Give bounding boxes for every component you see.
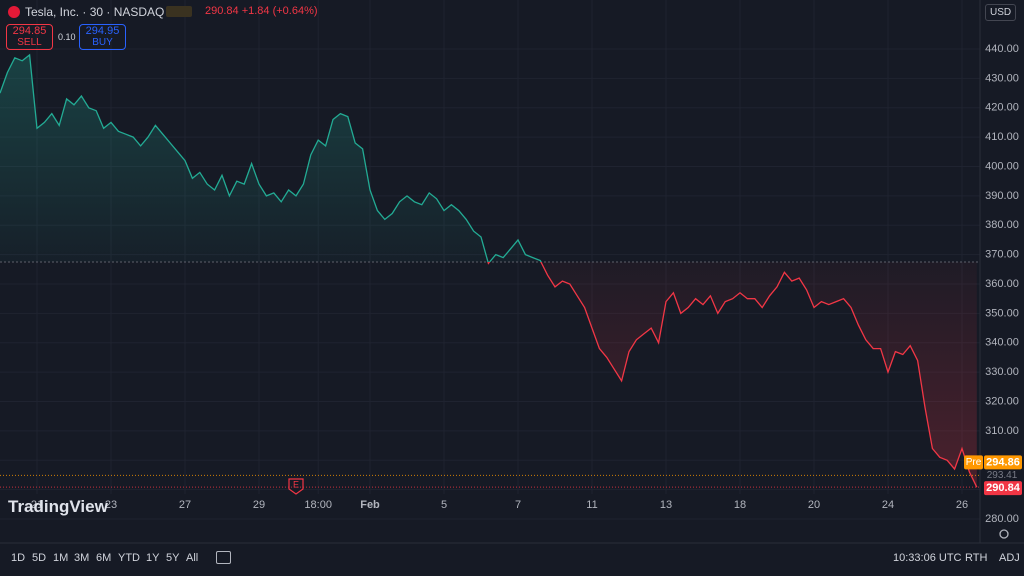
y-tick-label: 390.00 — [985, 190, 1019, 202]
range-button[interactable]: 5Y — [166, 552, 180, 564]
gear[interactable] — [999, 529, 1009, 539]
x-tick-label: 18:00 — [304, 499, 332, 511]
y-tick-label: 430.00 — [985, 72, 1019, 84]
event-badge[interactable] — [288, 478, 304, 495]
y-tick-label: 330.00 — [985, 366, 1019, 378]
sell-label[interactable]: SELL — [17, 37, 42, 48]
session-tag-box — [964, 455, 983, 470]
session-tag: Pre — [966, 457, 982, 468]
event-label[interactable]: E — [293, 479, 299, 489]
range-button[interactable]: 5D — [32, 552, 47, 564]
range-button[interactable]: 1Y — [146, 552, 160, 564]
sell-button[interactable]: 294.85 SELL — [6, 24, 53, 50]
y-tick-label: 320.00 — [985, 395, 1019, 407]
quote: 290.84 +1.84 (+0.64%) — [205, 5, 318, 17]
baseline-area — [0, 54, 977, 488]
x-tick-label: 13 — [660, 499, 672, 511]
price-line — [0, 53, 978, 488]
range-button[interactable]: YTD — [118, 552, 140, 564]
price-label-box — [984, 455, 1022, 470]
spread: 0.10 — [58, 32, 76, 42]
currency-button[interactable]: USD — [985, 4, 1017, 21]
date-range-icon[interactable] — [216, 551, 231, 564]
y-tick-label: 420.00 — [985, 102, 1019, 114]
logo — [8, 6, 20, 18]
buy-button[interactable]: 294.95 BUY — [79, 24, 126, 50]
range-button[interactable]: All — [186, 552, 199, 564]
brand: TradingView — [8, 497, 108, 516]
sell-price[interactable]: 294.85 — [12, 25, 47, 37]
x-tick-label: 23 — [105, 499, 117, 511]
settings-icon[interactable] — [999, 529, 1009, 539]
x-tick-label: 26 — [956, 499, 968, 511]
y-tick-label: 280.00 — [985, 513, 1019, 525]
x-tick-label: 24 — [882, 499, 894, 511]
y-tick-label: 310.00 — [985, 425, 1019, 437]
adjust[interactable]: ADJ — [999, 552, 1020, 564]
x-tick-label: 27 — [179, 499, 191, 511]
buy-label[interactable]: BUY — [92, 37, 113, 48]
buy-price[interactable]: 294.95 — [85, 25, 120, 37]
range-button[interactable]: 1M — [53, 552, 69, 564]
y-tick-label: 360.00 — [985, 278, 1019, 290]
price-label: 290.84 — [986, 482, 1021, 494]
clock[interactable]: 10:33:06 UTC — [893, 552, 962, 564]
price-label: 293.41 — [987, 470, 1018, 481]
range-button[interactable]: 6M — [96, 552, 112, 564]
y-tick-label: 400.00 — [985, 160, 1019, 172]
session[interactable]: RTH — [965, 552, 988, 564]
y-tick-label: 410.00 — [985, 131, 1019, 143]
x-tick-label: 11 — [586, 499, 597, 511]
y-tick-label: 370.00 — [985, 249, 1019, 261]
x-tick-label: 21 — [31, 499, 43, 511]
range-button[interactable]: 3M — [74, 552, 90, 564]
x-tick-label: 7 — [515, 499, 521, 511]
y-tick-label: 380.00 — [985, 219, 1019, 231]
x-tick-label: 5 — [441, 499, 447, 511]
x-tick-label: 29 — [253, 499, 265, 511]
event-marker[interactable]: E — [288, 478, 304, 495]
market-status[interactable] — [166, 6, 192, 17]
price-label: 294.86 — [986, 456, 1020, 468]
x-tick-label: 20 — [808, 499, 820, 511]
x-tick-label: Feb — [360, 499, 380, 511]
symbol[interactable]: Tesla, Inc. · 30 · NASDAQ — [25, 5, 165, 19]
y-tick-label: 340.00 — [985, 337, 1019, 349]
x-tick-label: 18 — [734, 499, 746, 511]
y-tick-label: 350.00 — [985, 307, 1019, 319]
y-tick-label: 440.00 — [985, 43, 1019, 55]
range-button[interactable]: 1D — [11, 552, 26, 564]
price-label-box — [984, 481, 1022, 496]
